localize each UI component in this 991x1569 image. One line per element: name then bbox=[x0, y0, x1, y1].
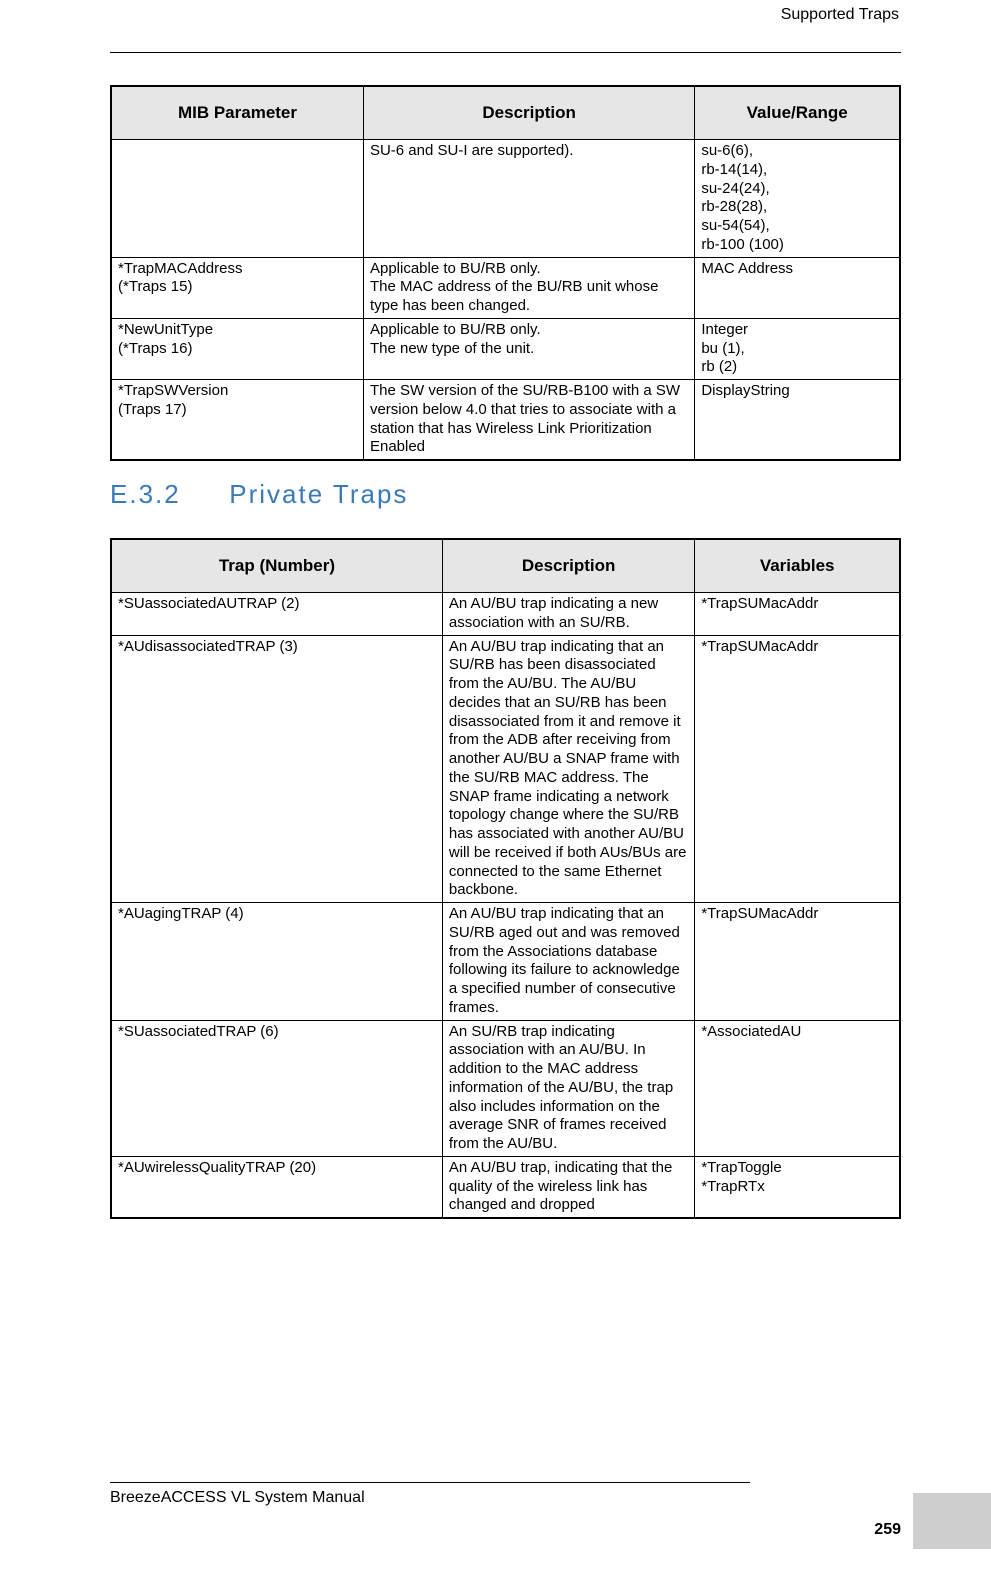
table-body: SU-6 and SU-I are supported). su-6(6),rb… bbox=[111, 140, 900, 461]
col-header: Variables bbox=[695, 539, 900, 593]
cell: An AU/BU trap indicating that an SU/RB a… bbox=[442, 903, 694, 1021]
cell: An AU/BU trap indicating a new associati… bbox=[442, 593, 694, 636]
cell: SU-6 and SU-I are supported). bbox=[363, 140, 694, 258]
col-header: Value/Range bbox=[695, 86, 900, 140]
table-body: *SUassociatedAUTRAP (2) An AU/BU trap in… bbox=[111, 593, 900, 1219]
cell: *TrapSUMacAddr bbox=[695, 593, 900, 636]
table-row: *TrapMACAddress(*Traps 15) Applicable to… bbox=[111, 257, 900, 318]
table-row: *AUwirelessQualityTRAP (20) An AU/BU tra… bbox=[111, 1156, 900, 1218]
table-row: *AUdisassociatedTRAP (3) An AU/BU trap i… bbox=[111, 635, 900, 903]
cell: *TrapSUMacAddr bbox=[695, 635, 900, 903]
cell: An AU/BU trap, indicating that the quali… bbox=[442, 1156, 694, 1218]
table-row: *SUassociatedTRAP (6) An SU/RB trap indi… bbox=[111, 1020, 900, 1156]
page-header-text: Supported Traps bbox=[110, 6, 901, 24]
section-number: E.3.2 bbox=[110, 479, 220, 510]
cell: su-6(6),rb-14(14),su-24(24),rb-28(28),su… bbox=[695, 140, 900, 258]
col-header: Description bbox=[363, 86, 694, 140]
cell: MAC Address bbox=[695, 257, 900, 318]
cell: *AUdisassociatedTRAP (3) bbox=[111, 635, 442, 903]
table-row: *AUagingTRAP (4) An AU/BU trap indicatin… bbox=[111, 903, 900, 1021]
cell: *TrapMACAddress(*Traps 15) bbox=[111, 257, 363, 318]
cell: *AUagingTRAP (4) bbox=[111, 903, 442, 1021]
cell: *SUassociatedAUTRAP (2) bbox=[111, 593, 442, 636]
table-header-row: Trap (Number) Description Variables bbox=[111, 539, 900, 593]
table-row: *SUassociatedAUTRAP (2) An AU/BU trap in… bbox=[111, 593, 900, 636]
cell bbox=[111, 140, 363, 258]
table-row: *NewUnitType(*Traps 16) Applicable to BU… bbox=[111, 318, 900, 379]
cell: *AUwirelessQualityTRAP (20) bbox=[111, 1156, 442, 1218]
footer-tab-decoration bbox=[913, 1493, 991, 1549]
manual-title: BreezeACCESS VL System Manual bbox=[110, 1489, 901, 1507]
table-row: SU-6 and SU-I are supported). su-6(6),rb… bbox=[111, 140, 900, 258]
cell: *SUassociatedTRAP (6) bbox=[111, 1020, 442, 1156]
cell: *TrapSUMacAddr bbox=[695, 903, 900, 1021]
col-header: Trap (Number) bbox=[111, 539, 442, 593]
cell: *AssociatedAU bbox=[695, 1020, 900, 1156]
cell: Applicable to BU/RB only.The MAC address… bbox=[363, 257, 694, 318]
cell: Integerbu (1),rb (2) bbox=[695, 318, 900, 379]
footer-rule bbox=[110, 1482, 750, 1483]
cell: *TrapSWVersion(Traps 17) bbox=[111, 380, 363, 461]
section-title: Private Traps bbox=[229, 479, 408, 509]
cell: *TrapToggle*TrapRTx bbox=[695, 1156, 900, 1218]
private-traps-table: Trap (Number) Description Variables *SUa… bbox=[110, 538, 901, 1219]
cell: The SW version of the SU/RB-B100 with a … bbox=[363, 380, 694, 461]
cell: An SU/RB trap indicating association wit… bbox=[442, 1020, 694, 1156]
cell: An AU/BU trap indicating that an SU/RB h… bbox=[442, 635, 694, 903]
mib-parameter-table: MIB Parameter Description Value/Range SU… bbox=[110, 85, 901, 461]
page-container: Supported Traps MIB Parameter Descriptio… bbox=[0, 0, 991, 1569]
cell: DisplayString bbox=[695, 380, 900, 461]
cell: Applicable to BU/RB only.The new type of… bbox=[363, 318, 694, 379]
table-row: *TrapSWVersion(Traps 17) The SW version … bbox=[111, 380, 900, 461]
section-heading: E.3.2 Private Traps bbox=[110, 479, 901, 510]
header-rule bbox=[110, 52, 901, 53]
cell: *NewUnitType(*Traps 16) bbox=[111, 318, 363, 379]
page-number: 259 bbox=[110, 1521, 901, 1539]
page-footer: BreezeACCESS VL System Manual 259 bbox=[110, 1482, 901, 1539]
col-header: MIB Parameter bbox=[111, 86, 363, 140]
col-header: Description bbox=[442, 539, 694, 593]
table-header-row: MIB Parameter Description Value/Range bbox=[111, 86, 900, 140]
